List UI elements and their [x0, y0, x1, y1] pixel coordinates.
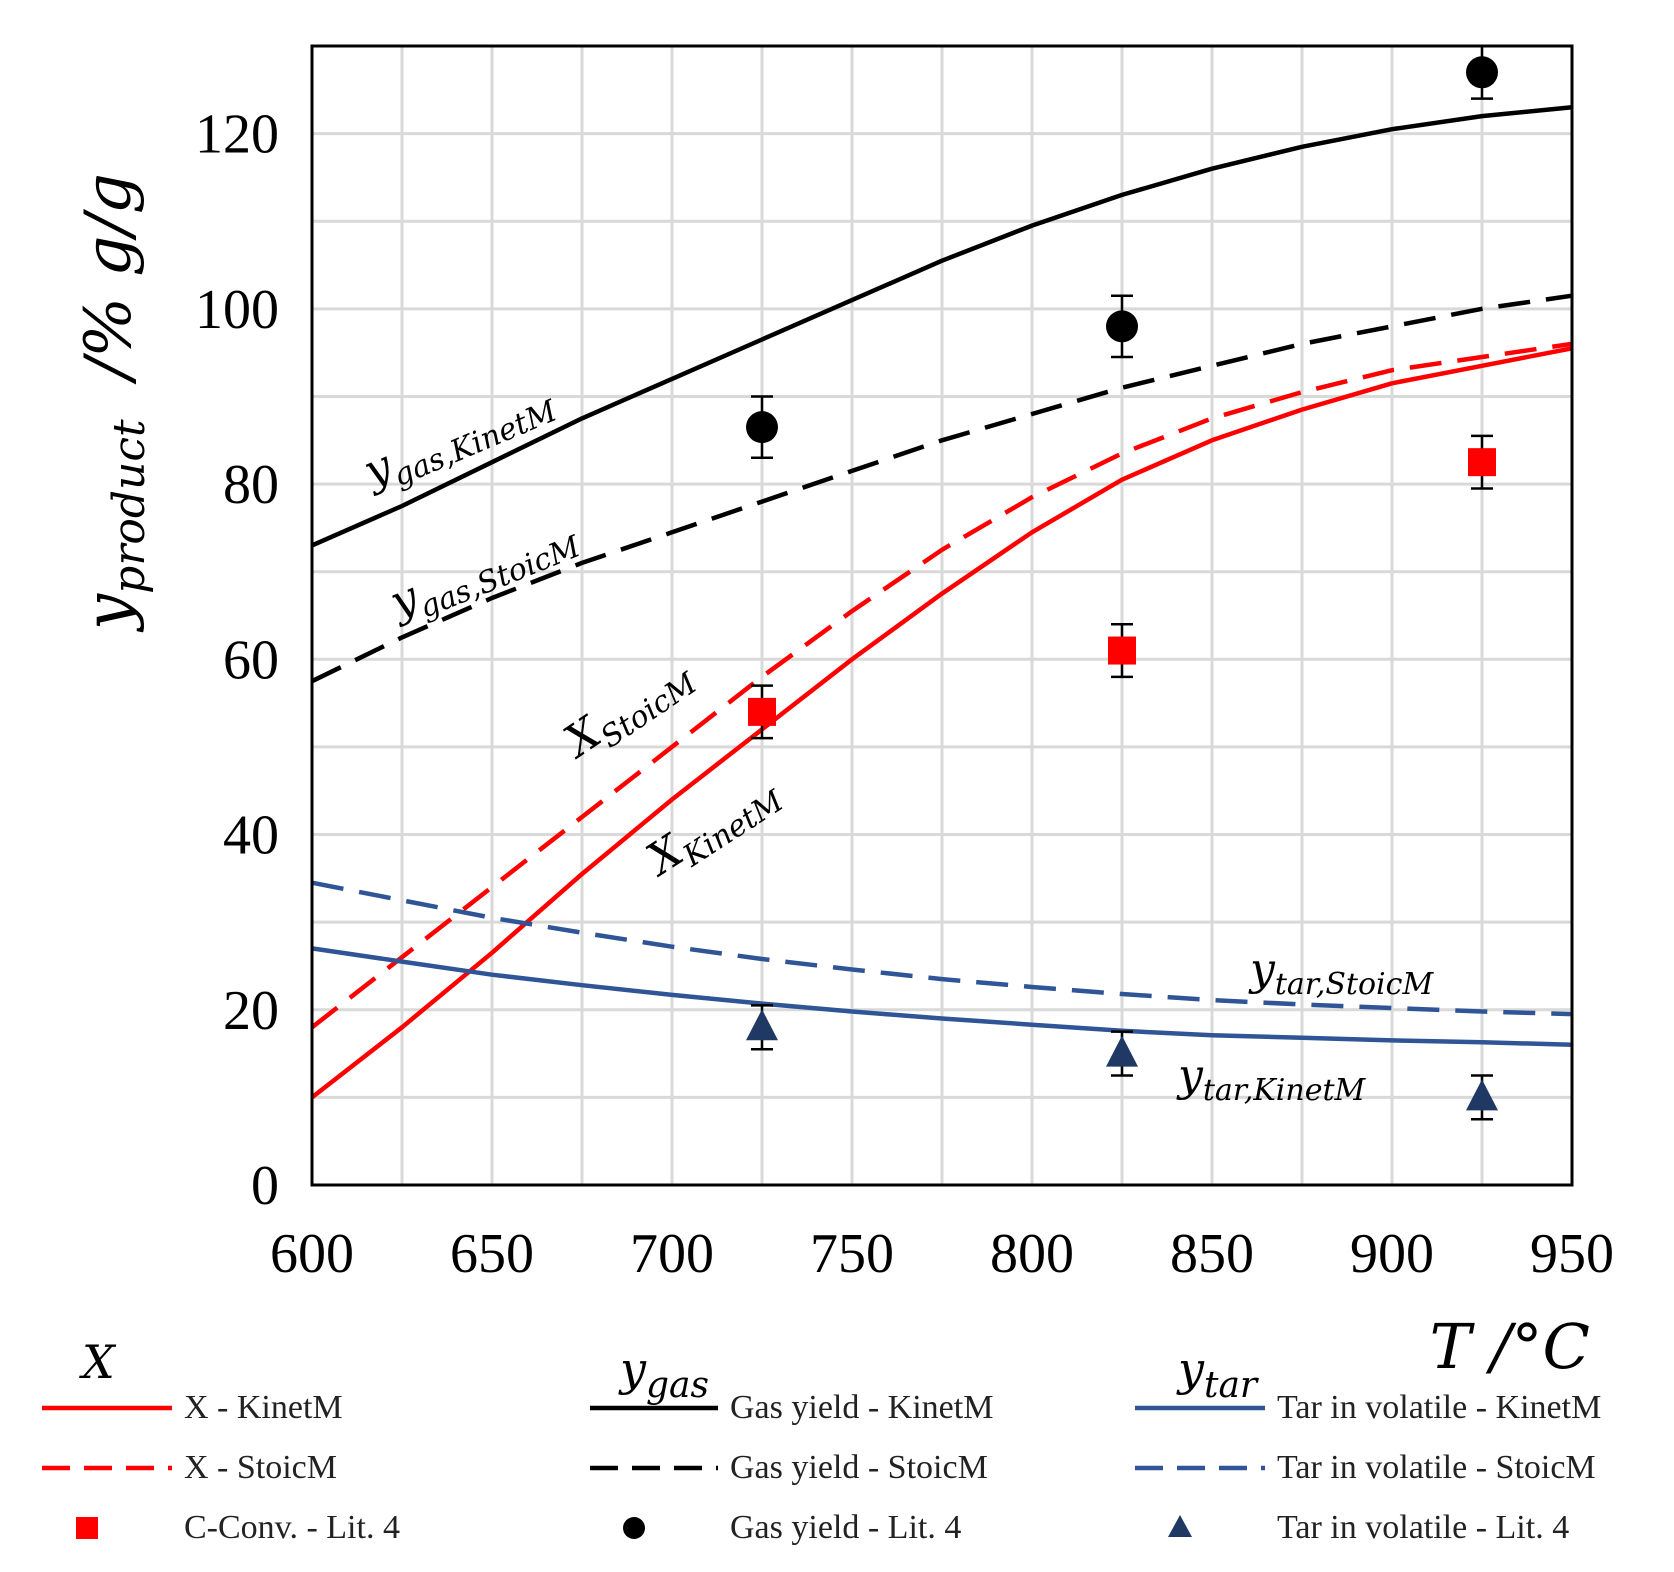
x-tick-label: 700 — [630, 1223, 714, 1285]
data-point-square — [1468, 448, 1496, 477]
series-line-gas-yield-kinetm — [311, 105, 1573, 548]
legend-swatch-circle — [623, 1517, 645, 1539]
data-point-circle — [1106, 310, 1138, 343]
legend-entry: Gas yield - KinetM — [590, 1389, 993, 1426]
legend-entry: C-Conv. - Lit. 4 — [76, 1509, 400, 1546]
series-line-tar-in-volatile-kinetm — [311, 946, 1573, 1048]
legend-label: C-Conv. - Lit. 4 — [184, 1509, 400, 1546]
curve-annotation: ytar,StoicM — [1248, 944, 1434, 1002]
legend-label: Gas yield - KinetM — [730, 1389, 993, 1426]
x-tick-label: 750 — [810, 1223, 894, 1285]
data-point-circle — [1466, 56, 1498, 89]
data-point-square — [748, 697, 776, 726]
series-line-tar-in-volatile-stoicm — [311, 880, 1573, 1017]
legend-entry: Gas yield - StoicM — [590, 1449, 988, 1486]
legend-entry: X - StoicM — [42, 1449, 337, 1486]
x-tick-label: 900 — [1350, 1223, 1434, 1285]
legend-entry: Tar in volatile - Lit. 4 — [1168, 1509, 1569, 1546]
legend-label: X - KinetM — [184, 1389, 343, 1426]
curve-annotation: XKinetM — [636, 764, 791, 893]
x-axis-label: T /°C — [1430, 1310, 1590, 1383]
x-tick-label: 800 — [990, 1223, 1074, 1285]
legend-swatch-triangle — [1168, 1515, 1192, 1537]
legend-header: ygas — [618, 1342, 709, 1406]
data-point-triangle — [1106, 1035, 1138, 1067]
curve-annotations: ygas,KinetMygas,StoicMXStoicMXKinetMytar… — [355, 393, 1435, 1108]
data-point-square — [1108, 636, 1136, 665]
y-axis-label: yproduct /% g/g — [72, 173, 155, 633]
x-tick-label: 650 — [450, 1223, 534, 1285]
legend-header: ytar — [1176, 1342, 1259, 1406]
x-tick-label: 950 — [1530, 1223, 1614, 1285]
legend-entry: X - KinetM — [42, 1389, 343, 1426]
data-points — [746, 44, 1498, 1121]
series-lines — [310, 105, 1573, 1100]
legend-label: X - StoicM — [184, 1449, 337, 1486]
y-axis-label-sub: product — [104, 419, 155, 594]
y-tick-label: 40 — [223, 805, 279, 867]
grid — [310, 44, 1574, 1185]
svg-text:yproduct/% g/g: yproduct /% g/g — [72, 173, 155, 633]
y-tick-label: 80 — [223, 454, 279, 516]
data-point-circle — [746, 411, 778, 444]
y-tick-label: 0 — [251, 1155, 279, 1217]
tick-labels: 600 650 700 750 800 850 900 950 0 20 40 60 80 100 120 — [195, 104, 1614, 1285]
series-line-x-kinetm — [310, 346, 1573, 1100]
plot-frame — [310, 44, 1574, 1187]
legend-label: Tar in volatile - Lit. 4 — [1277, 1509, 1569, 1546]
curve-annotation: ytar,KinetM — [1176, 1050, 1367, 1108]
y-tick-label: 120 — [195, 104, 279, 166]
series-line-gas-yield-stoicm — [311, 293, 1573, 684]
y-tick-label: 100 — [195, 279, 279, 341]
legend-header: X — [79, 1335, 117, 1389]
legend-label: Tar in volatile - StoicM — [1277, 1449, 1596, 1486]
legend-swatch-square — [76, 1517, 98, 1539]
x-tick-label: 600 — [270, 1223, 354, 1285]
series-line-x-stoicm — [310, 341, 1573, 1030]
y-tick-label: 20 — [223, 980, 279, 1042]
y-tick-label: 60 — [223, 629, 279, 691]
y-axis-label-main: y — [72, 593, 146, 633]
legend-entry: Tar in volatile - StoicM — [1135, 1449, 1596, 1486]
data-point-triangle — [1466, 1079, 1498, 1111]
legend-entry: Gas yield - Lit. 4 — [623, 1509, 961, 1546]
data-point-triangle — [746, 1009, 778, 1041]
legend-label: Tar in volatile - KinetM — [1277, 1389, 1601, 1426]
legend-label: Gas yield - Lit. 4 — [730, 1509, 961, 1546]
legend-entry: Tar in volatile - KinetM — [1135, 1389, 1601, 1426]
curve-annotation: XStoicM — [553, 646, 704, 774]
legend-label: Gas yield - StoicM — [730, 1449, 988, 1486]
x-tick-label: 850 — [1170, 1223, 1254, 1285]
y-axis-label-unit: /% g/g — [72, 173, 146, 385]
